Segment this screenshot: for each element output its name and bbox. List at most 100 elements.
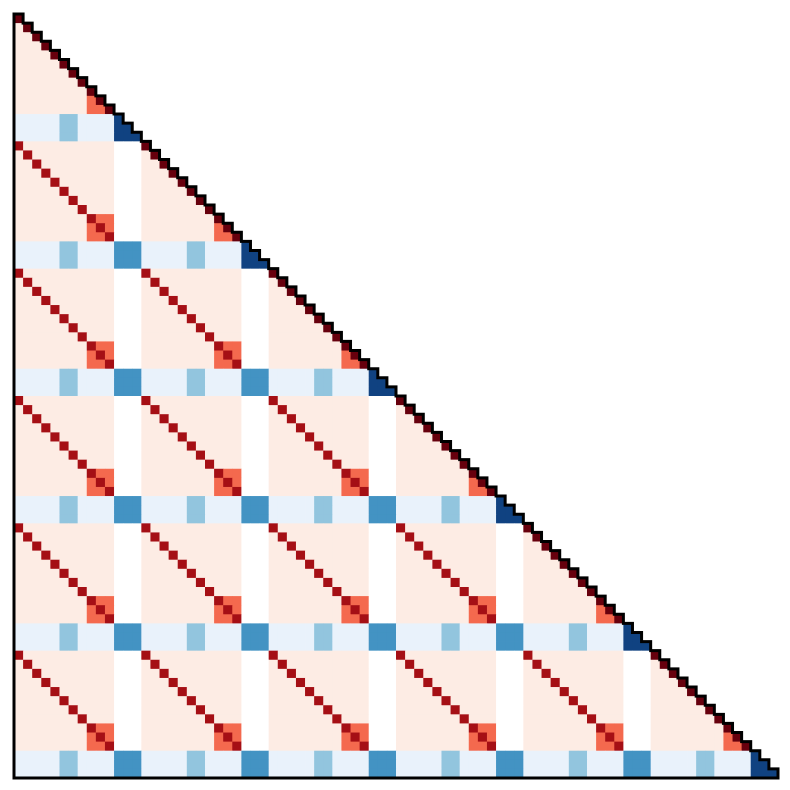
heatmap-cell [23, 759, 33, 770]
heatmap-cell [523, 677, 533, 688]
heatmap-cell [141, 268, 151, 279]
heatmap-cell [95, 587, 106, 597]
heatmap-cell [223, 759, 233, 770]
heatmap-cell [141, 314, 151, 324]
heatmap-cell [177, 232, 188, 242]
heatmap-cell [295, 714, 306, 724]
heatmap-cell [577, 705, 588, 715]
heatmap-cell [368, 750, 379, 761]
heatmap-cell [505, 659, 515, 670]
heatmap-cell [623, 659, 633, 670]
heatmap-cell [441, 541, 451, 552]
heatmap-cell [587, 759, 597, 770]
heatmap-cell [641, 768, 652, 779]
heatmap-cell [114, 750, 124, 761]
heatmap-cell [559, 696, 570, 706]
heatmap-cell [50, 350, 60, 361]
heatmap-cell [386, 605, 397, 615]
heatmap-cell [141, 632, 151, 642]
heatmap-cell [496, 523, 506, 533]
heatmap-cell [541, 559, 552, 570]
heatmap-cell [459, 496, 470, 506]
heatmap-cell [168, 659, 179, 670]
heatmap-cell [577, 677, 588, 688]
heatmap-cell [95, 759, 106, 770]
heatmap-cell [141, 323, 151, 333]
heatmap-cell [95, 141, 106, 151]
heatmap-cell [68, 295, 79, 306]
heatmap-cell [50, 641, 60, 652]
heatmap-cell [195, 568, 206, 579]
heatmap-cell [305, 477, 315, 488]
heatmap-cell [59, 305, 69, 315]
heatmap-cell [50, 723, 60, 733]
heatmap-cell [486, 687, 497, 697]
heatmap-cell [405, 687, 415, 697]
heatmap-cell [68, 505, 79, 515]
heatmap-cell [23, 314, 33, 324]
heatmap-cell [50, 714, 60, 724]
heatmap-cell [159, 614, 170, 624]
heatmap-cell [505, 605, 515, 615]
heatmap-cell [350, 641, 361, 652]
heatmap-cell [532, 705, 542, 715]
heatmap-cell [541, 714, 552, 724]
heatmap-cell [214, 441, 224, 451]
heatmap-cell [459, 550, 470, 561]
heatmap-cell [14, 750, 24, 761]
heatmap-cell [77, 396, 88, 406]
heatmap-cell [232, 723, 242, 733]
heatmap-cell [250, 768, 260, 779]
heatmap-cell [568, 687, 579, 697]
heatmap-cell [268, 505, 279, 515]
heatmap-cell [205, 496, 215, 506]
heatmap-cell [159, 177, 170, 188]
heatmap-cell [623, 714, 633, 724]
heatmap-cell [286, 377, 297, 388]
heatmap-cell [332, 414, 342, 424]
heatmap-cell [41, 541, 51, 552]
heatmap-cell [141, 396, 151, 406]
heatmap-cell [150, 432, 160, 442]
heatmap-cell [241, 587, 251, 597]
heatmap-cell [123, 486, 133, 497]
heatmap-cell [514, 605, 524, 615]
heatmap-cell [396, 514, 406, 524]
heatmap-cell [186, 268, 197, 279]
heatmap-cell [559, 741, 570, 752]
heatmap-cell [523, 532, 533, 542]
heatmap-cell [550, 677, 561, 688]
heatmap-cell [223, 459, 233, 470]
heatmap-cell [123, 596, 133, 606]
heatmap-cell [104, 641, 115, 652]
heatmap-cell [250, 350, 260, 361]
heatmap-cell [377, 650, 388, 661]
heatmap-cell [95, 377, 106, 388]
heatmap-cell [195, 723, 206, 733]
heatmap-cell [23, 214, 33, 224]
heatmap-cell [477, 550, 488, 561]
heatmap-cell [232, 614, 242, 624]
heatmap-cell [295, 532, 306, 542]
heatmap-cell [286, 332, 297, 342]
heatmap-cell [14, 41, 24, 51]
heatmap-cell [305, 368, 315, 379]
heatmap-cell [496, 505, 506, 515]
heatmap-cell [223, 250, 233, 260]
heatmap-cell [141, 596, 151, 606]
heatmap-cell [605, 750, 615, 761]
heatmap-cell [159, 305, 170, 315]
heatmap-cell [104, 459, 115, 470]
heatmap-cell [195, 741, 206, 752]
heatmap-cell [286, 532, 297, 542]
heatmap-cell [95, 450, 106, 461]
heatmap-cell [505, 577, 515, 588]
heatmap-cell [86, 205, 97, 215]
heatmap-cell [768, 768, 779, 779]
heatmap-cell [341, 677, 351, 688]
heatmap-cell [14, 423, 24, 433]
heatmap-cell [195, 623, 206, 633]
heatmap-cell [32, 223, 42, 233]
heatmap-cell [450, 750, 461, 761]
heatmap-cell [168, 596, 179, 606]
